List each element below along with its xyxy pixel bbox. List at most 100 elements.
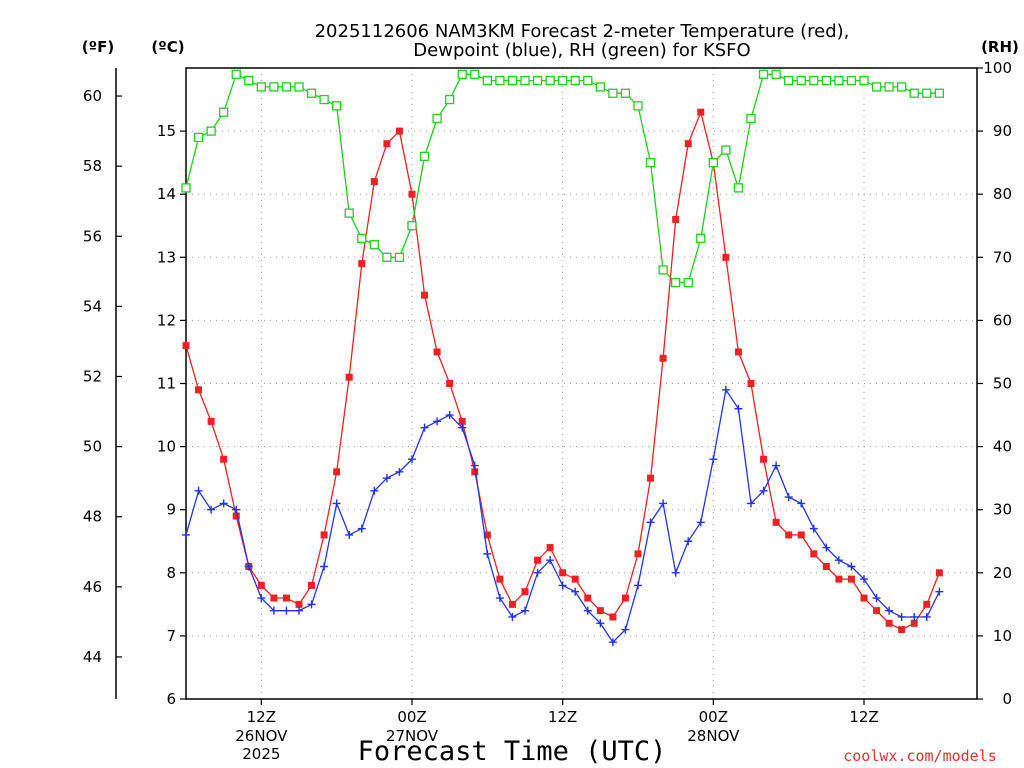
rh-point	[771, 69, 781, 79]
dewpoint-point	[634, 581, 642, 590]
temperature-point	[320, 531, 328, 539]
celsius-tick-label: 15	[157, 122, 176, 140]
rh-point	[445, 94, 455, 105]
temperature-point	[672, 215, 680, 223]
dewpoint-point	[207, 505, 216, 514]
celsius-tick-label: 8	[166, 564, 176, 582]
dewpoint-point	[357, 524, 366, 533]
series-layer	[181, 69, 944, 647]
rh-point	[859, 75, 869, 86]
temperature-point	[483, 531, 491, 539]
dewpoint-point	[621, 625, 630, 634]
temperature-point	[370, 178, 378, 186]
rh-point	[206, 126, 216, 136]
celsius-tick-label: 13	[157, 248, 176, 266]
dewpoint-point	[483, 549, 492, 558]
dewpoint-point	[433, 417, 442, 426]
x-axis-label: Forecast Time (UTC)	[358, 736, 667, 767]
dewpoint-point	[445, 411, 454, 420]
temperature-point	[333, 468, 341, 476]
temperature-point	[308, 581, 316, 589]
dewpoint-point	[583, 606, 592, 615]
temperature-point	[270, 594, 278, 602]
temperature-point	[458, 417, 466, 425]
dewpoint-point	[546, 556, 555, 565]
rh-point	[306, 88, 317, 98]
temperature-point	[471, 468, 479, 476]
dewpoint-point	[332, 499, 341, 508]
fahrenheit-unit-label: (ºF)	[82, 38, 114, 56]
fahrenheit-tick-label: 52	[83, 367, 102, 385]
dewpoint-point	[295, 606, 303, 615]
rh-point	[671, 277, 681, 288]
dewpoint-point	[558, 581, 567, 590]
fahrenheit-tick-label: 44	[83, 648, 102, 666]
rh-point	[419, 151, 430, 161]
rh-point	[909, 88, 919, 98]
temperature-point	[534, 556, 542, 564]
dewpoint-point	[408, 455, 416, 464]
dewpoint-point	[219, 499, 228, 508]
celsius-tick-label: 12	[157, 311, 176, 329]
temperature-point	[421, 291, 429, 299]
rh-point	[746, 113, 756, 124]
chart-title-line1: 2025112606 NAM3KM Forecast 2-meter Tempe…	[315, 21, 850, 42]
dewpoint-point	[395, 467, 404, 476]
x-tick-date: 28NOV	[687, 727, 740, 745]
rh-point	[394, 252, 405, 262]
dewpoint-point	[257, 594, 266, 603]
fahrenheit-tick-label: 60	[83, 87, 102, 105]
dewpoint-point	[885, 606, 894, 615]
dewpoint-point	[671, 568, 680, 577]
dewpoint-point	[922, 612, 931, 621]
celsius-tick-label: 14	[157, 185, 176, 203]
rh-point	[645, 157, 656, 168]
dewpoint-point	[495, 594, 504, 603]
rh-point	[620, 88, 631, 98]
temperature-point	[408, 190, 416, 198]
temperature-point	[195, 386, 203, 394]
x-tick-label: 00Z	[699, 708, 728, 726]
temperature-point	[785, 531, 793, 539]
temperature-point	[295, 600, 303, 608]
rh-point	[721, 145, 731, 155]
rh-point	[583, 75, 593, 86]
temperature-point	[521, 588, 529, 596]
rh-point	[470, 69, 480, 79]
dewpoint-point	[596, 619, 605, 628]
fahrenheit-tick-label: 46	[83, 578, 102, 596]
temperature-point	[797, 531, 805, 539]
temperature-point	[910, 619, 918, 627]
dewpoint-point	[747, 499, 755, 508]
temperature-point	[508, 600, 516, 608]
dewpoint-point	[822, 543, 831, 552]
grid-lines	[186, 68, 977, 699]
rh-point	[181, 183, 191, 193]
dewpoint-point	[345, 530, 354, 539]
rh-point	[796, 75, 806, 86]
rh-point	[382, 252, 392, 262]
temperature-point	[847, 575, 855, 583]
celsius-tick-label: 7	[166, 627, 176, 645]
rh-tick-label: 90	[993, 122, 1012, 140]
temperature-point	[446, 380, 454, 387]
dewpoint-point	[508, 612, 517, 621]
fahrenheit-tick-label: 58	[83, 157, 102, 175]
rh-unit-label: (RH)	[981, 38, 1019, 56]
rh-point	[281, 82, 292, 92]
rh-point	[357, 233, 367, 244]
dewpoint-point	[307, 600, 316, 609]
dewpoint-point	[382, 474, 391, 483]
dewpoint-point	[759, 486, 768, 495]
temperature-point	[860, 594, 868, 602]
rh-point	[432, 113, 442, 124]
rh-point	[369, 240, 379, 250]
dewpoint-point	[470, 461, 479, 470]
dewpoint-point	[420, 423, 429, 432]
temperature-point	[282, 594, 290, 602]
dewpoint-point	[320, 562, 329, 571]
rh-tick-label: 100	[983, 59, 1012, 77]
dewpoint-point	[797, 499, 806, 508]
